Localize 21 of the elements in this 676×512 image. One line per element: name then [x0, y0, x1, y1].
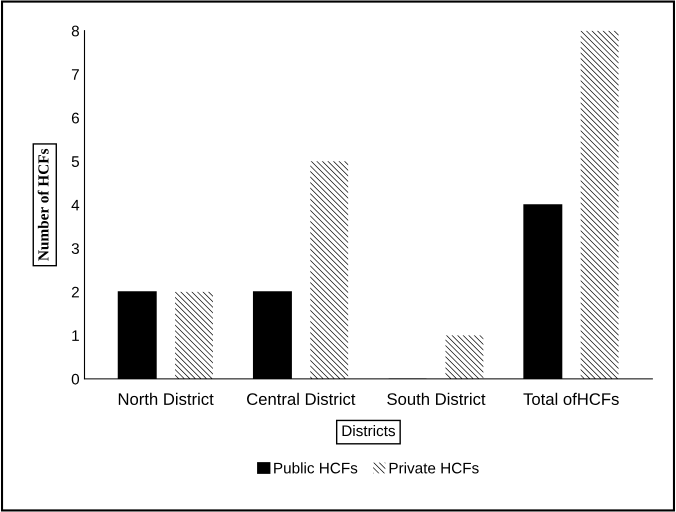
x-axis-title: Districts	[342, 424, 396, 436]
x-tick-label: Total ofHCFs	[523, 392, 619, 406]
legend-label: Private HCFs	[390, 462, 479, 474]
y-tick-label: 5	[72, 156, 79, 167]
y-tick-label: 8	[72, 26, 79, 36]
y-tick-label: 1	[72, 330, 79, 341]
legend-label: Public HCFs	[274, 462, 358, 474]
y-tick-label: 2	[72, 286, 79, 298]
y-tick-label: 3	[72, 243, 79, 254]
y-tick-label: 4	[71, 200, 80, 210]
bar	[310, 161, 348, 379]
y-axis-title: Number of HCFs	[38, 148, 49, 261]
y-tick-label: 6	[72, 112, 79, 124]
x-tick-label: North District	[118, 392, 214, 406]
y-tick-label: 0	[72, 374, 80, 385]
bar	[580, 30, 619, 379]
bar	[445, 335, 484, 379]
y-tick-label: 7	[72, 69, 79, 80]
bar	[175, 292, 213, 379]
x-tick-label: Central District	[247, 392, 356, 406]
x-tick-label: South District	[387, 392, 486, 406]
